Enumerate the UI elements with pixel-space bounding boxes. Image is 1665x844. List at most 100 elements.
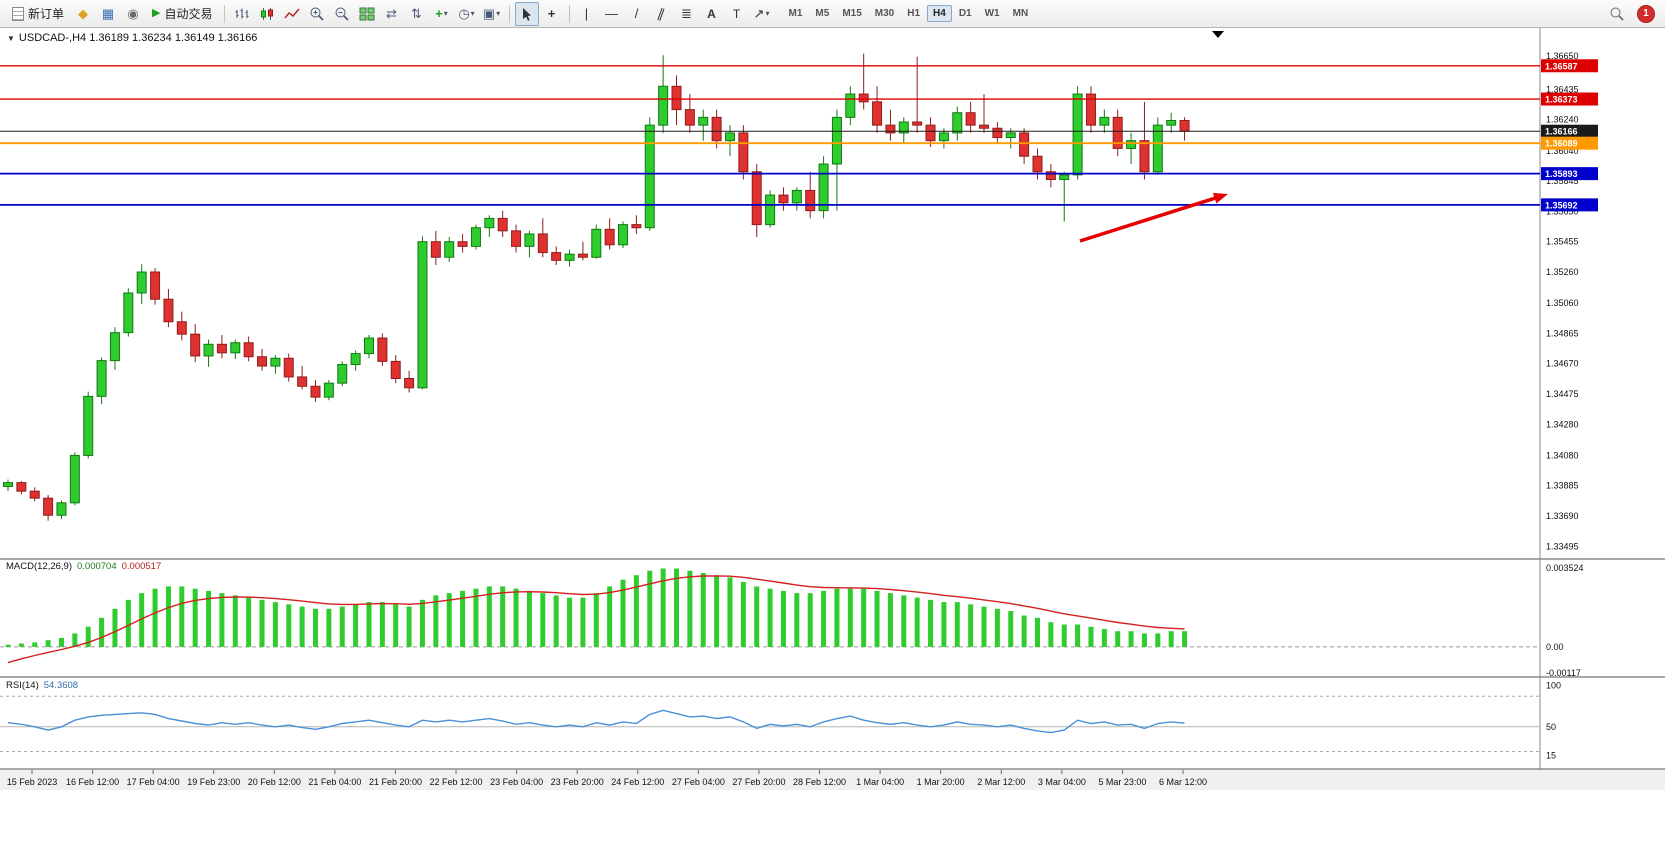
zoom-out-button[interactable] [330, 2, 354, 26]
timeframe-button-mn[interactable]: MN [1012, 8, 1029, 19]
shapes-tool-button[interactable]: ↗ ▾ [750, 2, 774, 26]
candle-body [270, 357, 281, 367]
candle-body [417, 241, 428, 389]
line-chart-button[interactable] [280, 2, 304, 26]
tile-windows-button[interactable] [355, 2, 379, 26]
rsi-axis-label: 15 [1546, 751, 1556, 761]
new-order-button[interactable]: 新订单 [6, 2, 70, 25]
chart-wizard-button[interactable]: ◆ [71, 2, 95, 26]
search-button[interactable] [1605, 2, 1629, 26]
macd-histogram-bar [500, 586, 506, 647]
horizontal-line-tool-button[interactable]: — [600, 2, 624, 26]
market-watch-button[interactable]: ▦ [96, 2, 120, 26]
timeframe-button-m15[interactable]: M15 [842, 8, 862, 19]
notification-badge[interactable]: 1 [1637, 4, 1655, 23]
timeframe-button-m1[interactable]: M1 [788, 8, 803, 19]
candles-chart-button[interactable] [255, 2, 279, 26]
price-badge [1541, 59, 1598, 73]
candle-body [350, 353, 361, 365]
chart-shift-marker-icon[interactable] [1212, 31, 1224, 38]
candle-body [83, 395, 94, 456]
macd-histogram-bar [567, 597, 573, 647]
chart-shift-icon: ⇅ [411, 6, 422, 21]
text-tool-button[interactable]: A [700, 2, 724, 26]
macd-histogram-bar [339, 606, 345, 647]
time-axis[interactable]: 15 Feb 2023 16 Feb 12:00 17 Feb 04:00 19 Fe… [7, 770, 1207, 787]
price-label: 1.35260 [1546, 267, 1579, 277]
macd-histogram-bar [326, 608, 332, 647]
new-chart-button[interactable]: + ▾ [430, 2, 454, 26]
chevron-down-icon: ▾ [496, 9, 501, 18]
alerts-button[interactable]: ◉ [121, 2, 145, 26]
tile-windows-icon [359, 7, 374, 20]
trendline-tool-button[interactable]: / [625, 2, 649, 26]
candles[interactable] [3, 53, 1190, 521]
time-label: 15 Feb 2023 [7, 777, 58, 787]
time-label: 16 Feb 12:00 [66, 777, 119, 787]
candle-body [524, 233, 535, 247]
macd-histogram-bar [968, 604, 974, 647]
zoom-in-button[interactable] [305, 2, 329, 26]
candle-body [176, 321, 187, 335]
macd-histogram-bar [700, 572, 706, 647]
auto-scroll-button[interactable]: ⇄ [380, 2, 404, 26]
toolbar-separator [508, 4, 510, 23]
macd-histogram-bar [1168, 631, 1174, 647]
candles-chart-icon [260, 7, 273, 20]
chart-canvas[interactable]: 1.36650 1.36435 1.36240 1.36040 1.35845 1.356… [0, 28, 1665, 790]
fibonacci-tool-button[interactable]: ≣ [675, 2, 699, 26]
macd-histogram-bar [406, 606, 412, 647]
periods-button[interactable]: ◷ ▾ [455, 2, 479, 26]
macd-histogram-bar [1075, 624, 1081, 647]
macd-panel-label: MACD(12,26,9) 0.000704 0.000517 [6, 561, 161, 572]
candle-body [591, 228, 602, 258]
time-label: 23 Feb 20:00 [551, 777, 604, 787]
bars-chart-button[interactable] [230, 2, 254, 26]
toolbar-right-group: 1 [1605, 2, 1659, 26]
macd-signal-line [7, 575, 1185, 664]
cursor-icon [522, 7, 531, 21]
macd-histogram-bar [821, 590, 827, 647]
timeframe-button-w1[interactable]: W1 [984, 8, 1000, 19]
annotation-arrow[interactable] [1079, 192, 1228, 243]
candle-body [551, 252, 562, 261]
crosshair-tool-button[interactable]: + [540, 2, 564, 26]
timeframe-button-m5[interactable]: M5 [815, 8, 830, 19]
macd-histogram-bar [139, 593, 145, 647]
macd-histogram-bar [941, 602, 947, 647]
timeframe-button-h1[interactable]: H1 [907, 8, 921, 19]
line-chart-icon [283, 8, 300, 18]
candle-body [1179, 119, 1190, 132]
price-label: 1.36240 [1546, 115, 1579, 125]
timeframe-button-d1[interactable]: D1 [958, 8, 972, 19]
candle-body [123, 292, 134, 334]
channel-tool-button[interactable]: ∥ [650, 2, 674, 26]
macd-histogram-bar [232, 595, 238, 647]
vertical-line-tool-button[interactable]: | [575, 2, 599, 26]
time-label: 3 Mar 04:00 [1038, 777, 1086, 787]
cursor-tool-button[interactable] [514, 1, 539, 26]
chart-menu-caret-icon[interactable]: ▼ [7, 33, 15, 43]
macd-histogram-bar [1141, 633, 1147, 647]
candle-body [778, 194, 789, 204]
auto-trading-button[interactable]: ▶ 自动交易 [146, 2, 218, 25]
macd-histogram-bar [780, 590, 786, 647]
bars-chart-icon [235, 8, 248, 18]
chart-shift-button[interactable]: ⇅ [405, 2, 429, 26]
timeframe-button-h4[interactable]: H4 [927, 5, 952, 22]
macd-histogram-bar [446, 593, 452, 647]
macd-histogram-bar [580, 597, 586, 647]
market-watch-icon: ▦ [101, 6, 115, 21]
candle-body [979, 124, 990, 129]
price-badge-text: 1.36373 [1545, 95, 1578, 105]
label-tool-button[interactable]: T [725, 2, 749, 26]
macd-histogram-bar [540, 593, 546, 647]
macd-histogram-bar [553, 595, 559, 647]
chart-snapshot-button[interactable]: ▣ ▾ [480, 2, 504, 26]
macd-histogram-bar [834, 588, 840, 647]
timeframe-button-m30[interactable]: M30 [874, 8, 895, 19]
macd-histogram-bar [393, 604, 399, 647]
new-order-icon [12, 6, 24, 21]
macd-histogram-bar [366, 602, 372, 647]
candle-body [497, 217, 508, 232]
